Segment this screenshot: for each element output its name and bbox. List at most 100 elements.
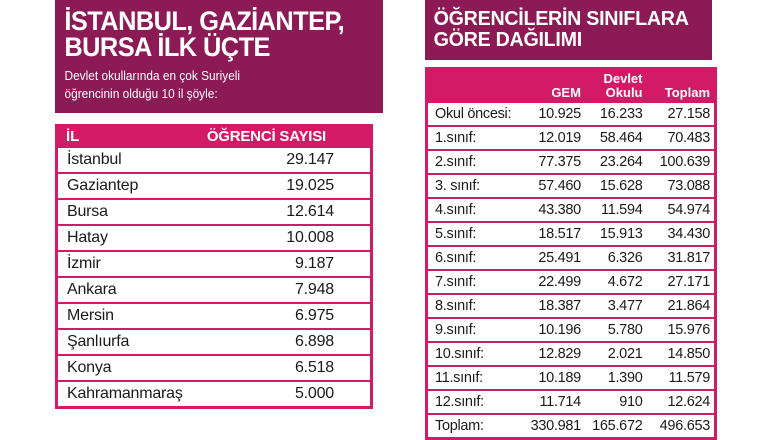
- left-subtitle-line2: öğrencinin olduğu 10 il şöyle:: [64, 86, 218, 101]
- grade-label: 5.sınıf:: [435, 225, 477, 242]
- grade-label: 1.sınıf:: [435, 129, 477, 146]
- grade-distribution-table: GEM Devlet Okulu Toplam Okul öncesi: 10.…: [425, 66, 717, 440]
- province-value: 12.614: [286, 203, 334, 221]
- grade-gem-value: 10.925: [538, 105, 581, 122]
- table-row: İzmir 9.187: [58, 252, 370, 277]
- province-value: 9.187: [294, 255, 334, 273]
- grade-label: 9.sınıf:: [435, 321, 477, 338]
- grade-toplam-value: 15.976: [667, 321, 710, 338]
- table-row: Gaziantep 19.025: [58, 174, 370, 199]
- grade-toplam-value: 54.974: [667, 201, 710, 218]
- grade-toplam-value: 31.817: [667, 249, 710, 266]
- grade-label: Okul öncesi:: [435, 105, 512, 122]
- grade-devlet-value: 23.264: [599, 153, 643, 170]
- grade-devlet-value: 15.628: [599, 177, 643, 194]
- left-subtitle: Devlet okullarında en çok Suriyeli öğren…: [55, 61, 367, 104]
- province-name: Ankara: [67, 281, 117, 299]
- grade-devlet-value: 16.233: [599, 105, 643, 122]
- table-row: 4.sınıf: 43.380 11.594 54.974: [428, 198, 714, 221]
- grade-devlet-value: 165.672: [592, 417, 643, 434]
- province-table-header: İL ÖĞRENCİ SAYISI: [58, 124, 370, 149]
- grade-label: Toplam:: [435, 417, 484, 434]
- grade-toplam-value: 73.088: [667, 177, 710, 194]
- grade-devlet-value: 5.780: [607, 321, 643, 338]
- grade-devlet-value: 58.464: [599, 129, 643, 146]
- grade-devlet-value: 11.594: [601, 201, 643, 218]
- grade-label: 6.sınıf:: [435, 249, 477, 266]
- left-panel: İSTANBUL, GAZİANTEP, BURSA İLK ÜÇTE Devl…: [55, 0, 385, 410]
- grade-toplam-value: 14.850: [667, 345, 710, 362]
- grade-label: 10.sınıf:: [435, 345, 484, 362]
- grade-label: 4.sınıf:: [435, 201, 477, 218]
- grade-gem-value: 12.019: [538, 129, 581, 146]
- grade-label: 3. sınıf:: [435, 177, 480, 194]
- table-row: 3. sınıf: 57.460 15.628 73.088: [428, 174, 714, 197]
- province-value: 10.008: [286, 229, 334, 247]
- column-header-devlet-okulu: Devlet Okulu: [581, 71, 643, 99]
- column-header-gem: GEM: [551, 84, 581, 100]
- table-row: 2.sınıf: 77.375 23.264 100.639: [428, 150, 714, 173]
- column-header-toplam: Toplam: [664, 84, 711, 100]
- right-title-block: ÖĞRENCİLERİN SINIFLARA GÖRE DAĞILIMI: [425, 0, 712, 60]
- grade-gem-value: 11.714: [539, 393, 581, 410]
- grade-gem-value: 77.375: [538, 153, 581, 170]
- grade-devlet-value: 1.390: [607, 369, 643, 386]
- right-headline: ÖĞRENCİLERİN SINIFLARA GÖRE DAĞILIMI: [425, 6, 701, 51]
- grade-gem-value: 10.189: [538, 369, 581, 386]
- table-row: Mersin 6.975: [58, 304, 370, 329]
- left-headline-line2: BURSA İLK ÜÇTE: [64, 32, 270, 63]
- grade-toplam-value: 34.430: [667, 225, 710, 242]
- grade-gem-value: 12.829: [538, 345, 581, 362]
- left-subtitle-line1: Devlet okullarında en çok Suriyeli: [64, 68, 241, 83]
- grade-toplam-value: 27.158: [667, 105, 710, 122]
- province-name: Mersin: [67, 307, 114, 325]
- grade-toplam-value: 496.653: [659, 417, 711, 434]
- grade-gem-value: 330.981: [530, 417, 582, 434]
- table-row: Şanlıurfa 6.898: [58, 330, 370, 355]
- province-value: 5.000: [294, 385, 334, 403]
- grade-gem-value: 25.491: [538, 249, 581, 266]
- grade-table-header: GEM Devlet Okulu Toplam: [428, 67, 714, 103]
- table-row: 10.sınıf: 12.829 2.021 14.850: [428, 342, 714, 365]
- table-row: 8.sınıf: 18.387 3.477 21.864: [428, 294, 714, 317]
- column-header-devlet-line1: Devlet: [603, 71, 643, 87]
- left-headline: İSTANBUL, GAZİANTEP, BURSA İLK ÜÇTE: [55, 6, 363, 61]
- province-name: Bursa: [67, 203, 108, 221]
- grade-toplam-value: 11.579: [668, 369, 711, 386]
- left-title-block: İSTANBUL, GAZİANTEP, BURSA İLK ÜÇTE Devl…: [55, 0, 383, 114]
- table-row: 5.sınıf: 18.517 15.913 34.430: [428, 222, 714, 245]
- province-table: İL ÖĞRENCİ SAYISI İstanbul 29.147 Gazian…: [55, 124, 373, 410]
- table-row: 6.sınıf: 25.491 6.326 31.817: [428, 246, 714, 269]
- grade-label: 7.sınıf:: [435, 273, 477, 290]
- grade-gem-value: 22.499: [538, 273, 581, 290]
- grade-toplam-value: 100.639: [659, 153, 711, 170]
- grade-gem-value: 18.517: [538, 225, 581, 242]
- table-row: Konya 6.518: [58, 356, 370, 381]
- table-row: Okul öncesi: 10.925 16.233 27.158: [428, 102, 714, 125]
- table-row: Ankara 7.948: [58, 278, 370, 303]
- province-value: 19.025: [286, 177, 334, 195]
- grade-toplam-value: 70.483: [667, 129, 710, 146]
- province-value: 7.948: [294, 281, 334, 299]
- province-name: İzmir: [67, 255, 101, 273]
- table-row: Hatay 10.008: [58, 226, 370, 251]
- right-headline-line2: GÖRE DAĞILIMI: [433, 28, 583, 52]
- province-name: İstanbul: [67, 151, 122, 169]
- grade-label: 8.sınıf:: [435, 297, 477, 314]
- province-name: Şanlıurfa: [67, 333, 130, 351]
- grade-toplam-value: 12.624: [667, 393, 710, 410]
- grade-gem-value: 10.196: [538, 321, 581, 338]
- province-value: 6.898: [294, 333, 334, 351]
- column-header-ogrenci-sayisi: ÖĞRENCİ SAYISI: [206, 127, 326, 145]
- table-row: Kahramanmaraş 5.000: [58, 382, 370, 407]
- table-row: 12.sınıf: 11.714 910 12.624: [428, 390, 714, 413]
- province-name: Kahramanmaraş: [67, 385, 183, 403]
- table-row-total: Toplam: 330.981 165.672 496.653: [428, 414, 714, 437]
- grade-gem-value: 43.380: [538, 201, 581, 218]
- table-row: 7.sınıf: 22.499 4.672 27.171: [428, 270, 714, 293]
- province-value: 6.518: [294, 359, 334, 377]
- table-row: 9.sınıf: 10.196 5.780 15.976: [428, 318, 714, 341]
- province-name: Gaziantep: [67, 177, 139, 195]
- province-value: 6.975: [294, 307, 334, 325]
- grade-label: 12.sınıf:: [435, 393, 484, 410]
